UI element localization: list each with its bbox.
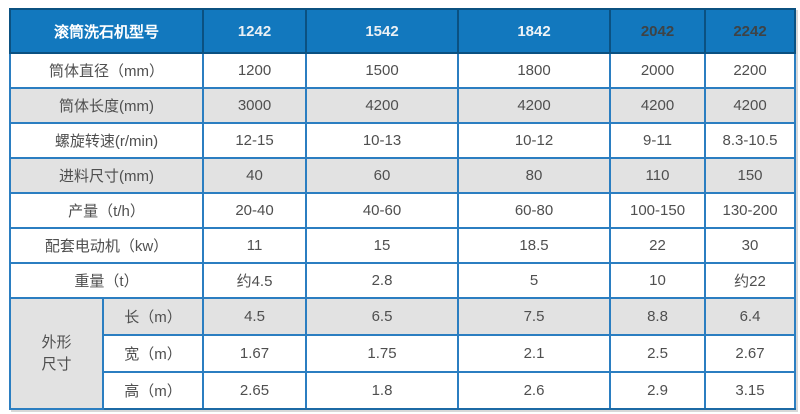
cell-value: 6.4 bbox=[704, 297, 797, 336]
spec-table-container: 滚筒洗石机型号 1242 1542 1842 2042 2242 筒体直径（mm… bbox=[8, 8, 797, 410]
cell-value: 约22 bbox=[704, 262, 797, 299]
cell-value: 1200 bbox=[202, 52, 308, 89]
row-label: 螺旋转速(r/min) bbox=[8, 122, 205, 159]
cell-value: 4200 bbox=[305, 87, 460, 124]
row-sublabel: 宽（m） bbox=[101, 334, 205, 373]
cell-value: 40-60 bbox=[305, 192, 460, 229]
cell-value: 130-200 bbox=[704, 192, 797, 229]
table-row-dimension-width: 宽（m） 1.67 1.75 2.1 2.5 2.67 bbox=[10, 334, 797, 373]
cell-value: 20-40 bbox=[202, 192, 308, 229]
cell-value: 2.8 bbox=[305, 262, 460, 299]
cell-value: 10 bbox=[609, 262, 707, 299]
cell-value: 2.6 bbox=[457, 371, 612, 410]
model-header-2042: 2042 bbox=[609, 8, 707, 54]
cell-value: 4200 bbox=[704, 87, 797, 124]
cell-value: 2.67 bbox=[704, 334, 797, 373]
dimension-group-label: 外形尺寸 bbox=[9, 297, 104, 410]
table-row-capacity: 产量（t/h） 20-40 40-60 60-80 100-150 130-20… bbox=[8, 192, 797, 229]
cell-value: 3000 bbox=[202, 87, 308, 124]
table-row-drum-diameter: 筒体直径（mm） 1200 1500 1800 2000 2200 bbox=[8, 52, 797, 89]
row-label: 筒体直径（mm） bbox=[8, 52, 205, 89]
cell-value: 2.9 bbox=[609, 371, 707, 410]
cell-value: 2.65 bbox=[202, 371, 308, 410]
cell-value: 10-12 bbox=[457, 122, 612, 159]
row-label: 配套电动机（kw） bbox=[8, 227, 205, 264]
header-row: 滚筒洗石机型号 1242 1542 1842 2042 2242 bbox=[8, 8, 797, 54]
table-title: 滚筒洗石机型号 bbox=[8, 8, 205, 54]
row-label: 筒体长度(mm) bbox=[8, 87, 205, 124]
cell-value: 60 bbox=[305, 157, 460, 194]
row-sublabel: 长（m） bbox=[101, 297, 205, 336]
model-header-1242: 1242 bbox=[202, 8, 308, 54]
cell-value: 1800 bbox=[457, 52, 612, 89]
table-row-drum-length: 筒体长度(mm) 3000 4200 4200 4200 4200 bbox=[8, 87, 797, 124]
cell-value: 15 bbox=[305, 227, 460, 264]
cell-value: 30 bbox=[704, 227, 797, 264]
cell-value: 60-80 bbox=[457, 192, 612, 229]
cell-value: 6.5 bbox=[305, 297, 460, 336]
cell-value: 2000 bbox=[609, 52, 707, 89]
cell-value: 1.75 bbox=[305, 334, 460, 373]
cell-value: 1500 bbox=[305, 52, 460, 89]
drum-washer-spec-table: 滚筒洗石机型号 1242 1542 1842 2042 2242 筒体直径（mm… bbox=[8, 8, 797, 410]
cell-value: 150 bbox=[704, 157, 797, 194]
table-row-feed-size: 进料尺寸(mm) 40 60 80 110 150 bbox=[8, 157, 797, 194]
cell-value: 4200 bbox=[609, 87, 707, 124]
row-label: 进料尺寸(mm) bbox=[8, 157, 205, 194]
cell-value: 10-13 bbox=[305, 122, 460, 159]
row-label: 产量（t/h） bbox=[8, 192, 205, 229]
table-row-motor-power: 配套电动机（kw） 11 15 18.5 22 30 bbox=[8, 227, 797, 264]
cell-value: 8.3-10.5 bbox=[704, 122, 797, 159]
model-header-1542: 1542 bbox=[305, 8, 460, 54]
row-sublabel: 高（m） bbox=[101, 371, 205, 410]
model-header-1842: 1842 bbox=[457, 8, 612, 54]
cell-value: 2.5 bbox=[609, 334, 707, 373]
cell-value: 12-15 bbox=[202, 122, 308, 159]
table-row-dimension-length: 外形尺寸 长（m） 4.5 6.5 7.5 8.8 6.4 bbox=[9, 297, 797, 410]
cell-value: 3.15 bbox=[704, 371, 797, 410]
cell-value: 1.8 bbox=[305, 371, 460, 410]
cell-value: 40 bbox=[202, 157, 308, 194]
cell-value: 约4.5 bbox=[202, 262, 308, 299]
table-row-spiral-speed: 螺旋转速(r/min) 12-15 10-13 10-12 9-11 8.3-1… bbox=[8, 122, 797, 159]
table-row-weight: 重量（t） 约4.5 2.8 5 10 约22 bbox=[8, 262, 797, 299]
cell-value: 22 bbox=[609, 227, 707, 264]
cell-value: 2.1 bbox=[457, 334, 612, 373]
cell-value: 100-150 bbox=[609, 192, 707, 229]
cell-value: 7.5 bbox=[457, 297, 612, 336]
row-label: 重量（t） bbox=[8, 262, 205, 299]
cell-value: 80 bbox=[457, 157, 612, 194]
cell-value: 2200 bbox=[704, 52, 797, 89]
cell-value: 110 bbox=[609, 157, 707, 194]
model-header-2242: 2242 bbox=[704, 8, 797, 54]
cell-value: 1.67 bbox=[202, 334, 308, 373]
cell-value: 11 bbox=[202, 227, 308, 264]
cell-value: 18.5 bbox=[457, 227, 612, 264]
cell-value: 9-11 bbox=[609, 122, 707, 159]
cell-value: 5 bbox=[457, 262, 612, 299]
cell-value: 4200 bbox=[457, 87, 612, 124]
table-row-dimension-height: 高（m） 2.65 1.8 2.6 2.9 3.15 bbox=[10, 371, 797, 410]
cell-value: 8.8 bbox=[609, 297, 707, 336]
cell-value: 4.5 bbox=[202, 297, 308, 336]
